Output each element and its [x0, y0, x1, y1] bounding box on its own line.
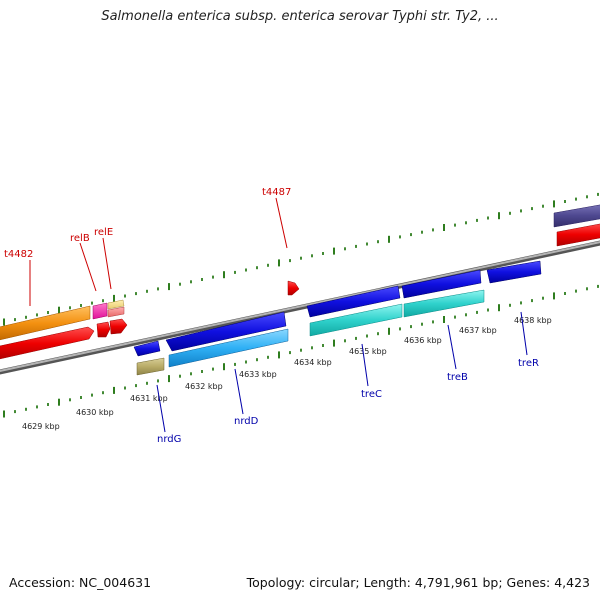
lower-gene-labels: nrdG nrdD treC treB treR — [156, 311, 539, 445]
gene-label-treR[interactable]: treR — [518, 358, 539, 369]
gene-label-treB[interactable]: treB — [447, 372, 468, 383]
gene-relE-top[interactable] — [107, 299, 125, 310]
gene-label-relB[interactable]: relB — [70, 233, 90, 244]
gene-bar-red-right[interactable] — [556, 223, 600, 247]
gene-bar-khaki[interactable] — [136, 357, 165, 376]
gene-small-red-1[interactable] — [96, 321, 111, 338]
gene-label-treC[interactable]: treC — [361, 389, 382, 400]
gene-arrow-nrdD[interactable] — [165, 311, 287, 352]
gene-small-red-2[interactable] — [109, 318, 128, 335]
genome-title: Salmonella enterica subsp. enterica sero… — [101, 9, 499, 24]
gene-arrow-treC[interactable] — [306, 285, 401, 318]
gene-label-relE[interactable]: relE — [94, 227, 113, 238]
gene-t4487[interactable] — [287, 280, 300, 296]
gene-relE-bottom[interactable] — [107, 306, 125, 318]
gene-bar-treC-cyan[interactable] — [309, 303, 403, 337]
gene-arrow-treR[interactable] — [486, 260, 542, 284]
kbp-label: 4635 kbp — [349, 347, 387, 356]
upper-gene-labels: t4482 relB relE t4487 — [4, 187, 291, 306]
gene-label-nrdG[interactable]: nrdG — [157, 434, 181, 445]
kbp-scale: 4629 kbp 4630 kbp 4631 kbp 4632 kbp 4633… — [22, 316, 552, 431]
gene-arrow-nrdG[interactable] — [133, 340, 161, 357]
lower-strand-genes — [133, 260, 542, 376]
lower-tick-row — [3, 284, 599, 418]
kbp-label: 4637 kbp — [459, 326, 497, 335]
gene-relB[interactable] — [92, 302, 108, 320]
gene-label-t4487[interactable]: t4487 — [262, 187, 291, 198]
gene-bar-purple[interactable] — [553, 204, 600, 228]
accession-label: Accession: NC_004631 — [9, 575, 152, 590]
upper-strand-genes — [0, 204, 600, 360]
gene-bar-orange[interactable] — [0, 305, 91, 341]
gene-bar-treB-cyan[interactable] — [403, 289, 485, 318]
gene-label-nrdD[interactable]: nrdD — [234, 416, 259, 427]
kbp-label: 4638 kbp — [514, 316, 552, 325]
kbp-label: 4634 kbp — [294, 358, 332, 367]
genome-backbone — [0, 240, 600, 375]
kbp-label: 4631 kbp — [130, 394, 168, 403]
kbp-label: 4630 kbp — [76, 408, 114, 417]
gene-bar-nrdD-sky[interactable] — [168, 328, 289, 368]
gene-arrow-treB[interactable] — [401, 269, 482, 299]
kbp-label: 4636 kbp — [404, 336, 442, 345]
kbp-label: 4629 kbp — [22, 422, 60, 431]
upper-tick-row — [3, 192, 599, 326]
gene-label-t4482[interactable]: t4482 — [4, 249, 33, 260]
topology-label: Topology: circular; Length: 4,791,961 bp… — [246, 575, 590, 590]
kbp-label: 4633 kbp — [239, 370, 277, 379]
kbp-label: 4632 kbp — [185, 382, 223, 391]
gene-arrow-red[interactable] — [0, 326, 95, 360]
